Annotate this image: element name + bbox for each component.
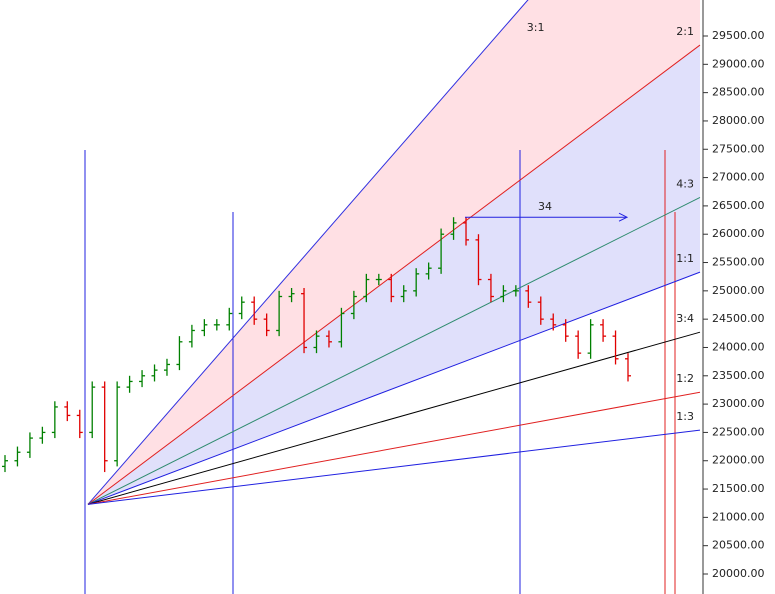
fan-line	[87, 271, 701, 505]
fan-label: 1:3	[676, 410, 694, 423]
y-tick-label: 27500.00	[712, 142, 765, 155]
y-tick-label: 27000.00	[712, 171, 765, 184]
y-tick-label: 29500.00	[712, 29, 765, 42]
y-tick-label: 25000.00	[712, 284, 765, 297]
y-tick-label: 23500.00	[712, 369, 765, 382]
fan-label: 3:4	[676, 312, 694, 325]
y-tick-label: 22000.00	[712, 454, 765, 467]
y-tick-label: 22500.00	[712, 425, 765, 438]
y-tick-label: 20500.00	[712, 539, 765, 552]
fan-label: 4:3	[676, 177, 694, 190]
y-tick-label: 26000.00	[712, 227, 765, 240]
fan-line	[87, 0, 529, 505]
y-tick-label: 28000.00	[712, 114, 765, 127]
fan-label: 1:2	[676, 372, 694, 385]
y-tick-label: 23000.00	[712, 397, 765, 410]
fan-line	[87, 391, 701, 505]
fan-line	[87, 331, 701, 505]
fan-line	[87, 429, 701, 505]
y-tick-label: 25500.00	[712, 256, 765, 269]
y-tick-label: 21500.00	[712, 482, 765, 495]
y-tick-label: 20000.00	[712, 567, 765, 580]
arrow-label: 34	[538, 200, 552, 213]
fan-label: 1:1	[676, 252, 694, 265]
arrow-head	[618, 212, 629, 222]
y-tick-label: 21000.00	[712, 510, 765, 523]
fan-label: 2:1	[676, 25, 694, 38]
y-tick-label: 24000.00	[712, 340, 765, 353]
fan-zone	[88, 0, 700, 505]
y-tick-label: 24500.00	[712, 312, 765, 325]
fan-line	[87, 196, 701, 505]
y-tick-label: 26500.00	[712, 199, 765, 212]
y-tick-label: 28500.00	[712, 86, 765, 99]
fan-label: 3:1	[527, 21, 545, 34]
time-markers	[84, 150, 676, 594]
y-tick-label: 29000.00	[712, 57, 765, 70]
fan-line	[87, 44, 701, 505]
